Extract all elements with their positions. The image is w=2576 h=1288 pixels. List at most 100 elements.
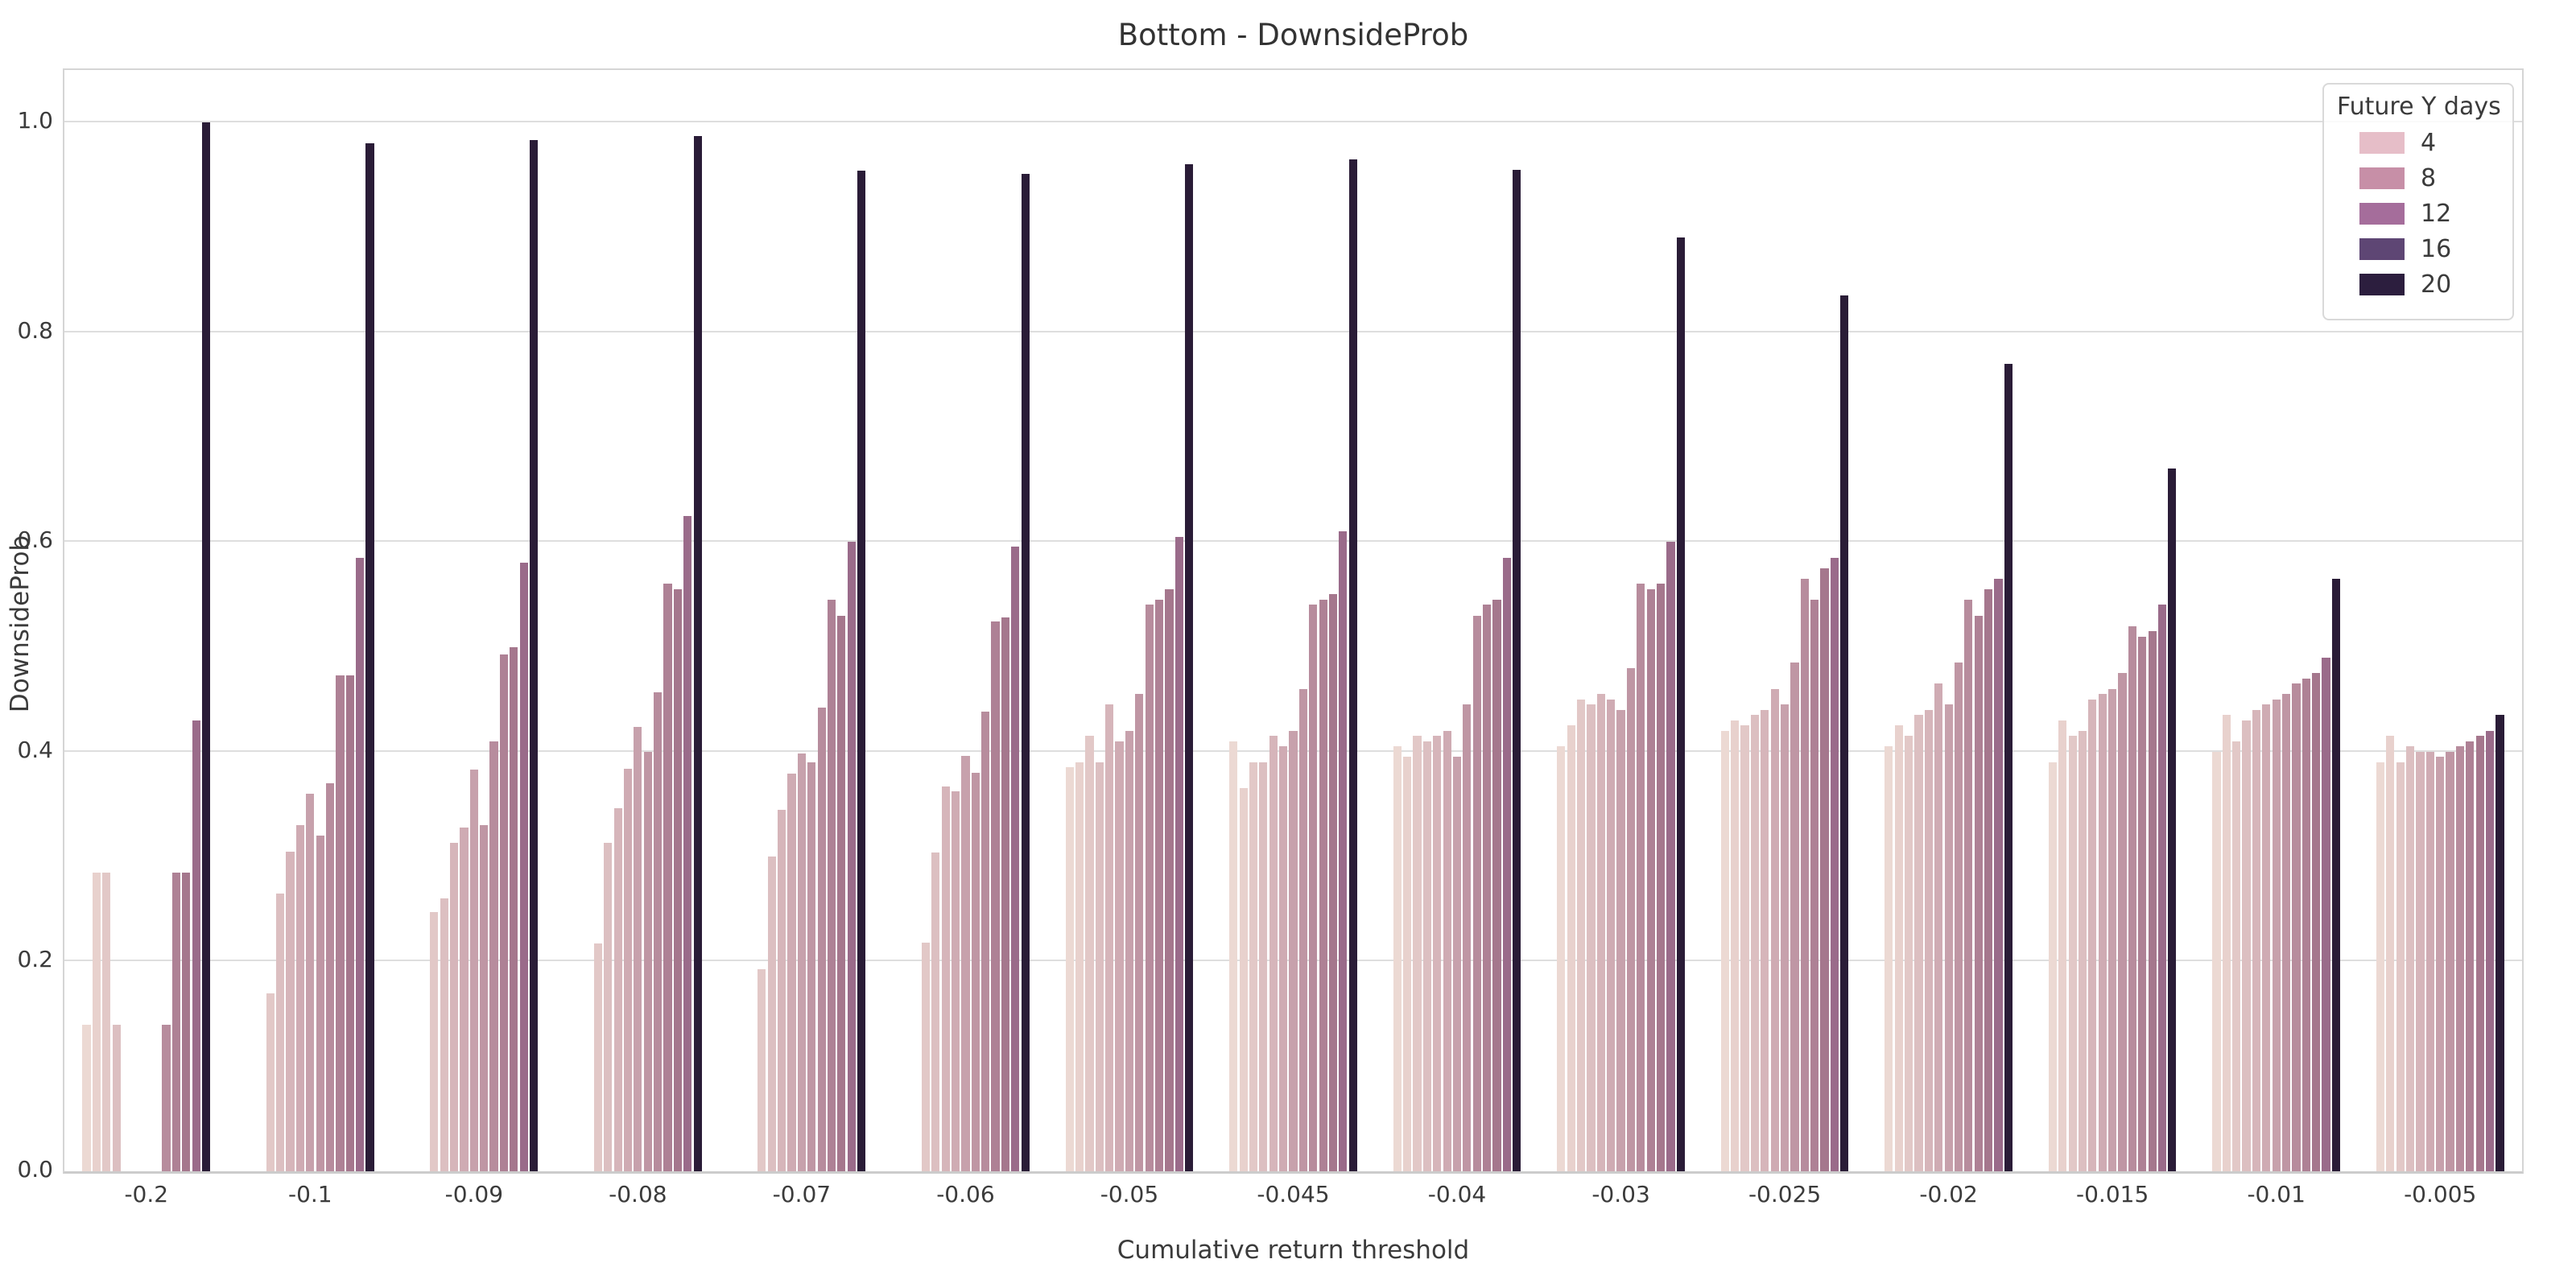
bar-group--0.045: -0.045 xyxy=(1212,70,1376,1208)
bar-days5-x-0.03 xyxy=(1567,725,1575,1171)
bar-days8-x-0.05 xyxy=(1105,704,1114,1171)
bar-group--0.02: -0.02 xyxy=(1867,70,2031,1208)
bar-days14-x-0.04 xyxy=(1492,599,1501,1171)
bar-days7-x-0.08 xyxy=(604,843,613,1171)
bar-days13-x-0.09 xyxy=(499,654,509,1171)
legend-label-16: 16 xyxy=(2421,235,2452,263)
x-tick-label--0.2: -0.2 xyxy=(124,1181,169,1208)
bar-days6-x-0.07 xyxy=(758,968,766,1171)
bar-group--0.2: -0.2 xyxy=(64,70,229,1208)
bar-days15-x-0.025 xyxy=(1830,557,1839,1171)
bar-days10-x-0.09 xyxy=(469,770,478,1171)
bar-days14-x-0.2 xyxy=(182,872,191,1171)
bar-days9-x-0.01 xyxy=(2262,704,2271,1171)
bar-days12-x-0.06 xyxy=(981,712,990,1171)
bar-groups-container: -0.2 -0.1 -0.09 -0.08 -0.07 -0.06 -0.05 -0.045 -… xyxy=(64,70,2522,1208)
bar-days4-x-0.04 xyxy=(1393,746,1402,1171)
bar-days4-x-0.005 xyxy=(2376,762,2385,1171)
legend: Future Y days 4 8 12 16 20 xyxy=(2322,83,2514,320)
bar-days12-x-0.04 xyxy=(1472,615,1481,1171)
bar-days5-x-0.02 xyxy=(1894,725,1903,1171)
bar-days9-x-0.03 xyxy=(1607,699,1616,1171)
bar-days15-x-0.06 xyxy=(1011,546,1020,1171)
bar-group--0.05: -0.05 xyxy=(1047,70,1212,1208)
bar-days7-x-0.06 xyxy=(931,852,940,1171)
x-tick-label--0.045: -0.045 xyxy=(1257,1181,1330,1208)
bar-days6-x-0.04 xyxy=(1413,736,1422,1171)
bar-days9-x-0.06 xyxy=(951,791,960,1171)
x-tick-label--0.005: -0.005 xyxy=(2404,1181,2477,1208)
x-tick-label--0.04: -0.04 xyxy=(1427,1181,1487,1208)
bar-days12-x-0.1 xyxy=(325,782,335,1171)
bar-days13-x-0.045 xyxy=(1319,599,1327,1171)
bar-days8-x-0.04 xyxy=(1433,736,1442,1171)
bar-days11-x-0.09 xyxy=(480,825,489,1171)
bar-days9-x-0.1 xyxy=(295,825,305,1171)
x-tick-label--0.015: -0.015 xyxy=(2076,1181,2149,1208)
bar-days12-x-0.08 xyxy=(654,691,663,1171)
bar-days6-x-0.025 xyxy=(1740,725,1749,1171)
legend-title: Future Y days xyxy=(2337,93,2501,121)
bar-days7-x-0.07 xyxy=(767,857,776,1171)
bar-days10-x-0.025 xyxy=(1780,704,1790,1171)
bar-days9-x-0.09 xyxy=(460,827,469,1171)
bar-days15-x-0.07 xyxy=(847,542,856,1171)
bar-days15-x-0.015 xyxy=(2157,605,2167,1171)
bar-days12-x-0.03 xyxy=(1637,584,1645,1171)
bar-group--0.08: -0.08 xyxy=(556,70,720,1208)
bar-days5-x-0.2 xyxy=(92,872,101,1171)
bar-days20-x-0.07 xyxy=(857,171,866,1171)
bar-days9-x-0.04 xyxy=(1443,730,1451,1171)
bar-days11-x-0.1 xyxy=(316,836,324,1171)
x-tick-label--0.03: -0.03 xyxy=(1591,1181,1650,1208)
bar-days6-x-0.06 xyxy=(921,942,931,1171)
bar-days20-x-0.06 xyxy=(1021,173,1030,1171)
bar-days14-x-0.045 xyxy=(1328,594,1338,1171)
bar-days6-x-0.015 xyxy=(2068,736,2077,1171)
bar-days7-x-0.015 xyxy=(2078,730,2087,1171)
bar-days11-x-0.005 xyxy=(2446,751,2454,1171)
x-tick-label--0.08: -0.08 xyxy=(609,1181,667,1208)
bar-group--0.04: -0.04 xyxy=(1375,70,1539,1208)
bar-days13-x-0.015 xyxy=(2138,636,2147,1171)
bar-days10-x-0.06 xyxy=(961,756,970,1171)
bar-days14-x-0.07 xyxy=(837,615,846,1171)
bar-days11-x-0.01 xyxy=(2281,694,2291,1171)
bar-days6-x-0.045 xyxy=(1249,762,1258,1171)
bar-days13-x-0.005 xyxy=(2466,741,2475,1171)
legend-label-4: 4 xyxy=(2421,129,2437,157)
bar-days14-x-0.015 xyxy=(2148,631,2157,1171)
bar-days20-x-0.02 xyxy=(2004,363,2013,1171)
bar-days7-x-0.025 xyxy=(1750,715,1760,1171)
bar-days20-x-0.09 xyxy=(529,140,539,1171)
bar-days14-x-0.05 xyxy=(1165,588,1174,1171)
y-tick-label-0.4: 0.4 xyxy=(17,736,53,763)
legend-entry-16: 16 xyxy=(2359,235,2500,263)
plot-area: -0.2 -0.1 -0.09 -0.08 -0.07 -0.06 -0.05 -0.045 -… xyxy=(17,68,2524,1208)
x-tick-label--0.02: -0.02 xyxy=(1919,1181,1978,1208)
bar-days11-x-0.05 xyxy=(1135,694,1144,1171)
bar-days14-x-0.03 xyxy=(1656,584,1666,1171)
gridline-y-0.6 xyxy=(64,540,2522,543)
bar-days14-x-0.1 xyxy=(345,675,354,1171)
x-tick-label--0.09: -0.09 xyxy=(444,1181,504,1208)
bar-days5-x-0.015 xyxy=(2058,720,2067,1171)
bar-days12-x-0.07 xyxy=(817,708,826,1171)
bar-days10-x-0.05 xyxy=(1125,730,1134,1171)
bar-days8-x-0.1 xyxy=(286,851,295,1171)
bar-days6-x-0.09 xyxy=(430,912,439,1171)
bar-days8-x-0.06 xyxy=(941,786,950,1171)
bar-days9-x-0.07 xyxy=(787,774,796,1171)
bar-days5-x-0.04 xyxy=(1403,757,1412,1171)
bar-days13-x-0.2 xyxy=(171,872,180,1171)
bar-days20-x-0.025 xyxy=(1840,295,1849,1171)
bar-days12-x-0.045 xyxy=(1309,605,1318,1171)
bar-days11-x-0.025 xyxy=(1790,663,1799,1171)
bar-days7-x-0.005 xyxy=(2405,746,2415,1171)
bar-days20-x-0.015 xyxy=(2168,469,2177,1171)
bar-days4-x-0.05 xyxy=(1065,767,1074,1171)
bar-days6-x-0.02 xyxy=(1905,736,1913,1171)
bar-days13-x-0.05 xyxy=(1154,599,1164,1171)
legend-entry-20: 20 xyxy=(2359,270,2500,299)
bar-days10-x-0.02 xyxy=(1944,704,1953,1171)
